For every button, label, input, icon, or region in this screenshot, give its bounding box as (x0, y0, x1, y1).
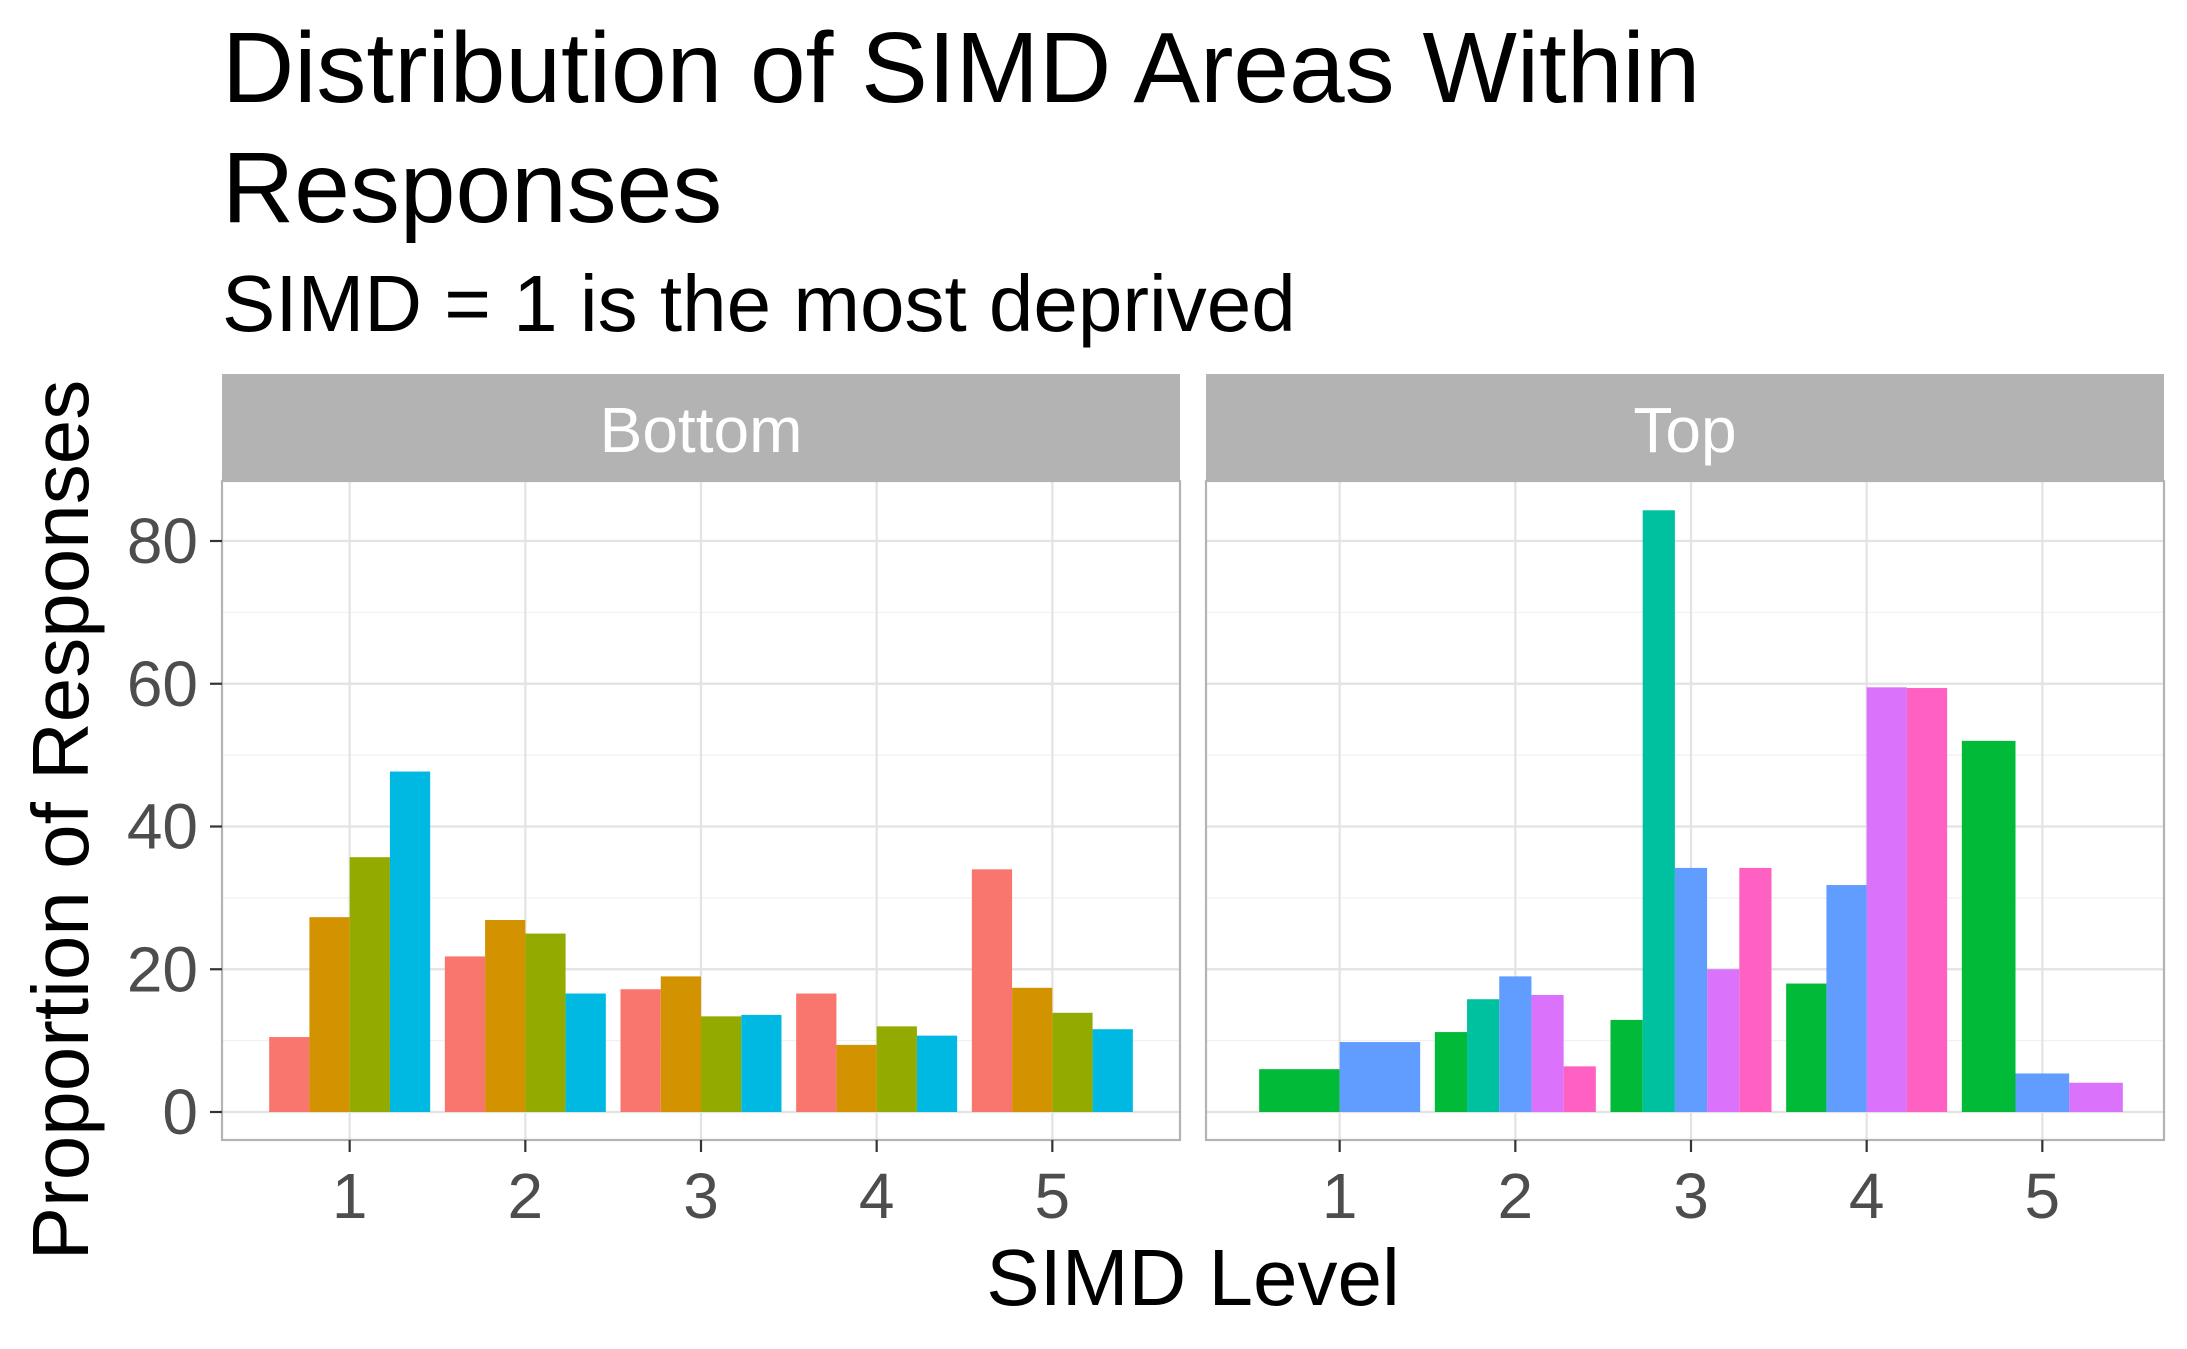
bar-top-simd-4-3 (1866, 687, 1907, 1112)
facet-panels: Bottom 1 2 3 4 5 Top 1 2 3 4 5 (220, 374, 2166, 1232)
bar-top-simd-2-5 (1563, 1066, 1596, 1112)
bar-top-simd-1-1 (1259, 1069, 1340, 1112)
x-axis-bottom: 1 2 3 4 5 (332, 1140, 1070, 1232)
facet-strip (1206, 374, 2164, 481)
bar-bottom-simd-1-1 (269, 1037, 310, 1112)
bar-top-simd-3-3 (1674, 867, 1708, 1112)
bar-bottom-simd-4-3 (876, 1026, 917, 1112)
bars (269, 771, 1133, 1112)
x-tick-label: 4 (859, 1160, 895, 1232)
y-tick-label: 60 (127, 648, 198, 720)
bar-bottom-simd-4-2 (836, 1044, 877, 1112)
bar-bottom-simd-1-3 (349, 857, 390, 1112)
bar-top-simd-3-2 (1642, 510, 1675, 1113)
x-axis-top: 1 2 3 4 5 (1322, 1140, 2060, 1232)
bar-bottom-simd-3-1 (620, 989, 661, 1112)
x-tick-label: 5 (2025, 1160, 2061, 1232)
chart-subtitle: SIMD = 1 is the most deprived (222, 259, 1296, 348)
bar-bottom-simd-3-4 (741, 1014, 782, 1112)
facet-panel-bottom: Bottom 1 2 3 4 5 (220, 374, 1182, 1232)
bar-bottom-simd-5-4 (1092, 1029, 1133, 1112)
x-tick-label: 3 (683, 1160, 719, 1232)
y-axis-title: Proportion of Responses (16, 380, 105, 1261)
bar-top-simd-2-4 (1531, 994, 1564, 1112)
y-axis: 0 20 40 60 80 (127, 505, 222, 1148)
x-tick-label: 1 (1322, 1160, 1358, 1232)
bar-bottom-simd-5-2 (1012, 987, 1053, 1112)
bar-top-simd-3-4 (1707, 969, 1740, 1112)
bar-top-simd-2-1 (1434, 1032, 1468, 1112)
bar-bottom-simd-5-3 (1052, 1012, 1093, 1112)
bar-top-simd-3-5 (1739, 867, 1772, 1112)
x-tick-label: 3 (1673, 1160, 1709, 1232)
x-tick-label: 2 (1498, 1160, 1534, 1232)
bar-bottom-simd-4-4 (916, 1035, 958, 1112)
facet-strip (222, 374, 1180, 481)
bar-bottom-simd-1-4 (389, 771, 431, 1112)
bar-bottom-simd-2-4 (565, 993, 606, 1112)
bar-top-simd-2-2 (1467, 999, 1500, 1112)
bar-bottom-simd-2-2 (485, 920, 526, 1112)
bar-top-simd-2-3 (1499, 976, 1532, 1112)
bar-bottom-simd-2-3 (525, 933, 566, 1112)
x-tick-label: 4 (1849, 1160, 1885, 1232)
facet-panel-top: Top 1 2 3 4 5 (1204, 374, 2166, 1232)
bar-bottom-simd-3-3 (701, 1016, 742, 1112)
bar-top-simd-1-2 (1339, 1042, 1421, 1112)
bar-top-simd-5-2 (2015, 1073, 2070, 1112)
chart-title-line-2: Responses (222, 132, 722, 244)
x-tick-label: 2 (508, 1160, 544, 1232)
bar-top-simd-4-1 (1786, 983, 1827, 1112)
bar-bottom-simd-1-2 (309, 917, 350, 1112)
panel-border (1204, 479, 2166, 1142)
bar-bottom-simd-3-2 (660, 976, 701, 1112)
bars (1259, 510, 2123, 1113)
x-axis-title: SIMD Level (986, 1233, 1399, 1322)
bar-bottom-simd-4-1 (796, 993, 837, 1112)
bar-top-simd-5-3 (2069, 1082, 2123, 1112)
y-tick-label: 40 (127, 791, 198, 863)
x-tick-label: 5 (1035, 1160, 1071, 1232)
y-tick-label: 80 (127, 505, 198, 577)
y-tick-label: 20 (127, 933, 198, 1005)
chart-title: Distribution of SIMD Areas Within (222, 12, 1700, 124)
bar-top-simd-4-4 (1906, 688, 1948, 1112)
bar-top-simd-3-1 (1610, 1019, 1643, 1112)
bar-top-simd-4-2 (1826, 885, 1867, 1112)
facet-strip-label: Top (1633, 394, 1736, 466)
facet-strip-label: Bottom (600, 394, 803, 466)
bar-top-simd-5-1 (1961, 740, 2016, 1112)
bar-bottom-simd-5-1 (971, 869, 1013, 1112)
bar-bottom-simd-2-1 (444, 956, 486, 1112)
x-tick-label: 1 (332, 1160, 368, 1232)
y-tick-label: 0 (162, 1076, 198, 1148)
